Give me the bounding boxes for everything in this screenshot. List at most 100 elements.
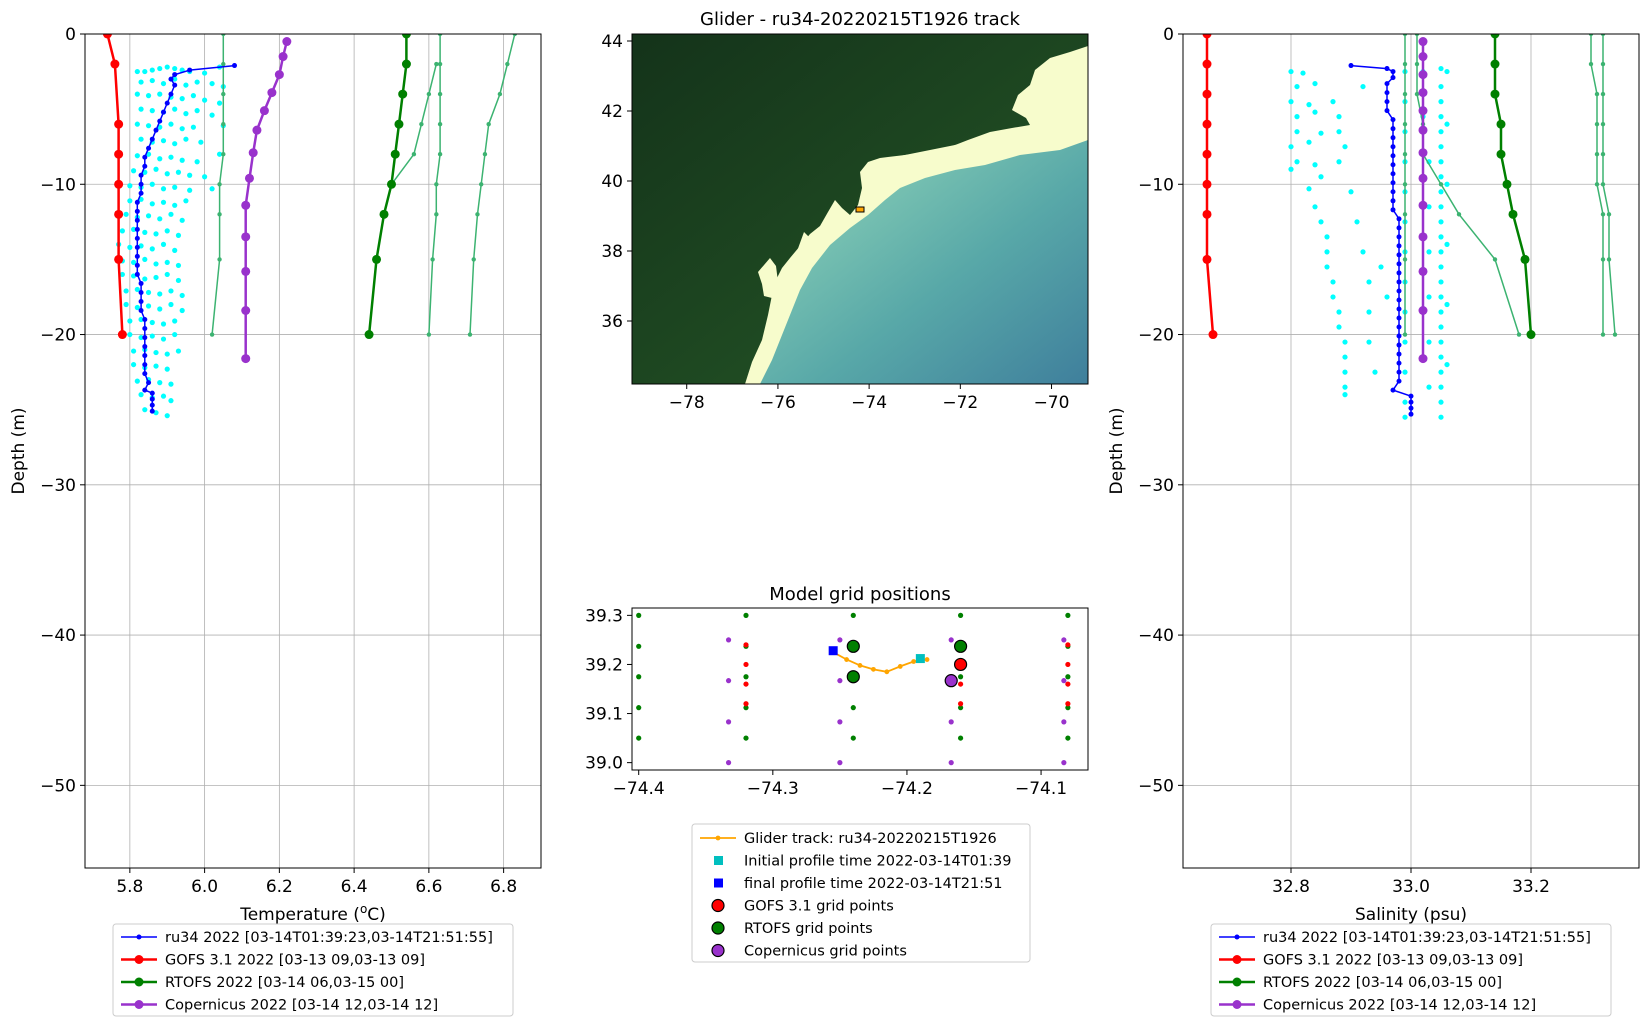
sal-series-6-point	[1600, 152, 1606, 157]
sal-glider-scatter-point	[1288, 166, 1294, 172]
temp-glider-scatter-point	[149, 201, 155, 207]
sal-y-tick-label: −10	[1138, 175, 1174, 195]
temp-glider-scatter-point	[157, 91, 163, 97]
copernicus-grid-point	[1061, 637, 1067, 643]
temp-glider-scatter-point	[160, 336, 167, 342]
rtofs-grid-point	[957, 674, 964, 680]
sal-series-0-point	[1384, 81, 1390, 87]
sal-glider-scatter-point	[1366, 279, 1372, 285]
temp-series-2-point	[364, 330, 374, 340]
copernicus-grid-point	[948, 719, 954, 725]
sal-series-2-point	[1502, 179, 1512, 189]
temp-series-0-point	[172, 72, 178, 78]
sal-glider-scatter-point	[1294, 114, 1300, 120]
rtofs-grid-point	[636, 735, 642, 741]
temp-glider-scatter-point	[179, 217, 185, 223]
temp-glider-scatter-point	[179, 96, 185, 102]
sal-series-6-point	[1606, 257, 1612, 262]
temp-series-7-point	[267, 88, 277, 98]
glider-track-line	[832, 651, 928, 673]
glider-track-point	[897, 664, 903, 669]
grid-legend-label: Copernicus grid points	[744, 944, 907, 960]
temp-glider-scatter-point	[142, 256, 148, 263]
temp-series-0-point	[164, 100, 170, 106]
temp-series-0-point	[134, 199, 140, 205]
sal-glider-scatter-point	[1288, 99, 1294, 105]
sal-legend-label: Copernicus 2022 [03-14 12,03-14 12]	[1263, 998, 1536, 1014]
sal-series-2-point	[1490, 34, 1500, 39]
temperature-legend: ru34 2022 [03-14T01:39:23,03-14T21:51:55…	[112, 923, 514, 1017]
temp-glider-scatter-point	[160, 241, 167, 247]
temp-glider-scatter-point	[157, 156, 163, 162]
glider-position-marker	[855, 206, 865, 213]
grid-legend-marker	[714, 878, 723, 888]
temp-series-7-point	[248, 148, 258, 158]
sal-series-7-point	[1418, 232, 1428, 242]
temp-glider-scatter-point	[145, 123, 152, 129]
sal-glider-scatter-point	[1426, 339, 1432, 345]
sal-series-1-point	[1208, 330, 1218, 340]
rtofs-grid-point	[850, 612, 856, 618]
sal-series-4-point	[1414, 34, 1420, 37]
sal-glider-scatter-point	[1324, 249, 1330, 255]
temp-glider-scatter-point	[172, 141, 178, 147]
temp-glider-scatter-point	[187, 187, 193, 193]
sal-glider-scatter-point	[1342, 384, 1348, 390]
sal-glider-scatter-point	[1324, 264, 1330, 270]
grid-legend-label: RTOFS grid points	[744, 921, 873, 937]
temp-glider-scatter-point	[183, 136, 189, 142]
gofs-grid-point	[957, 701, 964, 707]
sal-series-3-point	[1402, 182, 1408, 187]
sal-legend-label: RTOFS 2022 [03-14 06,03-15 00]	[1263, 975, 1502, 991]
temp-series-3-point	[221, 91, 226, 97]
grid-points	[636, 612, 1071, 766]
temp-x-tick-label: 6.8	[490, 877, 517, 897]
sal-series-3-point	[1402, 152, 1408, 157]
sal-glider-scatter-point	[1342, 369, 1348, 375]
map-y-tick-label: 38	[601, 242, 623, 262]
temp-legend-marker	[136, 934, 142, 940]
temp-glider-scatter-point	[157, 291, 163, 297]
temp-y-tick-label: −10	[40, 175, 76, 195]
grid-legend-label: final profile time 2022-03-14T21:51	[744, 876, 1003, 892]
temp-legend-marker	[134, 977, 144, 987]
sal-series-0-point	[1396, 243, 1402, 249]
map-x-tick-label: −70	[1034, 393, 1070, 413]
temp-series-3-point	[209, 332, 215, 337]
grid-title: Model grid positions	[769, 584, 950, 605]
temp-glider-scatter-point	[134, 153, 140, 159]
sal-series-7-point	[1418, 52, 1428, 62]
sal-series-7-point	[1418, 88, 1428, 98]
temp-glider-scatter-point	[179, 307, 185, 314]
sal-series-3-point	[1402, 332, 1408, 337]
sal-glider-scatter-point	[1438, 264, 1444, 270]
copernicus-grid-point	[725, 678, 732, 684]
sal-series-0-point	[1384, 108, 1390, 114]
sal-series-0-point	[1390, 171, 1396, 177]
temp-series-2-point	[401, 59, 411, 69]
temp-series-0-point	[168, 76, 174, 82]
temp-series-7-point	[274, 70, 284, 80]
temp-glider-scatter-point	[172, 65, 178, 72]
sal-series-1-point	[1202, 209, 1212, 219]
grid-legend-label: Glider track: ru34-20220215T1926	[744, 831, 997, 847]
sal-series-0-point	[1390, 207, 1396, 213]
map-y-tick-label: 44	[601, 32, 623, 52]
map-x-tick-label: −76	[760, 393, 796, 413]
sal-series-6-point	[1606, 212, 1612, 217]
temp-series-7-point	[244, 173, 254, 183]
temp-series-5-point	[467, 332, 473, 337]
sal-glider-scatter-point	[1444, 361, 1450, 368]
sal-series-1-point	[1202, 119, 1212, 129]
map-image	[632, 34, 1088, 384]
grid-plot-frame	[631, 607, 1089, 771]
temp-series-1-point	[114, 149, 124, 159]
glider-track-point	[884, 669, 890, 675]
sal-series-1-point	[1202, 179, 1212, 189]
temp-glider-scatter-point	[157, 65, 163, 72]
grid-legend-label: GOFS 3.1 grid points	[744, 899, 894, 915]
grid-legend: Glider track: ru34-20220215T1926 Initial …	[691, 823, 1031, 963]
temp-series-0-point	[160, 109, 166, 115]
rtofs-grid-point	[1065, 674, 1071, 680]
sal-series-6-point	[1600, 91, 1606, 97]
